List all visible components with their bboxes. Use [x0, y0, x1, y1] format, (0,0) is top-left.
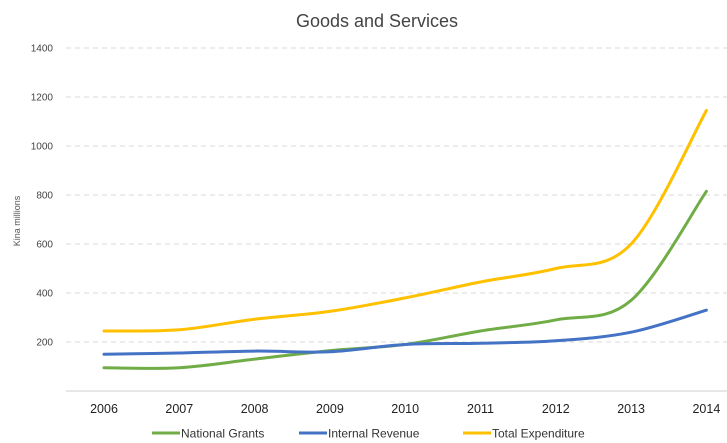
legend-label-internal-revenue: Internal Revenue	[328, 427, 420, 441]
series-lines	[102, 108, 708, 370]
chart-title: Goods and Services	[296, 11, 458, 31]
gridlines	[66, 47, 727, 343]
legend-label-national-grants: National Grants	[181, 427, 264, 441]
legend-label-total-expenditure: Total Expenditure	[492, 427, 585, 441]
x-tick-label: 2010	[391, 402, 419, 416]
y-tick-label: 800	[36, 191, 53, 202]
x-axis-ticks: 2006 2007 2008 2009 2010 2011 2012 2013 2014	[90, 402, 720, 416]
y-tick-label: 400	[36, 289, 53, 300]
y-tick-label: 600	[36, 240, 53, 251]
x-tick-label: 2014	[692, 402, 720, 416]
legend: National Grants Internal Revenue Total Exp…	[152, 427, 585, 441]
series-line-total-expenditure	[102, 108, 708, 333]
x-tick-label: 2011	[467, 402, 494, 416]
y-tick-label: 1200	[31, 93, 54, 104]
x-tick-label: 2009	[316, 402, 344, 416]
series-line-internal-revenue	[102, 308, 708, 356]
y-tick-label: 200	[36, 338, 53, 349]
x-tick-label: 2012	[542, 402, 570, 416]
x-tick-label: 2007	[165, 402, 193, 416]
y-axis-label: Kina millions	[12, 195, 22, 246]
x-tick-label: 2013	[617, 402, 645, 416]
y-tick-label: 1400	[31, 44, 54, 55]
y-axis-ticks: 200 400 600 800 1000 1200 1400	[31, 44, 54, 349]
x-tick-label: 2008	[241, 402, 269, 416]
y-tick-label: 1000	[31, 142, 54, 153]
x-tick-label: 2006	[90, 402, 118, 416]
